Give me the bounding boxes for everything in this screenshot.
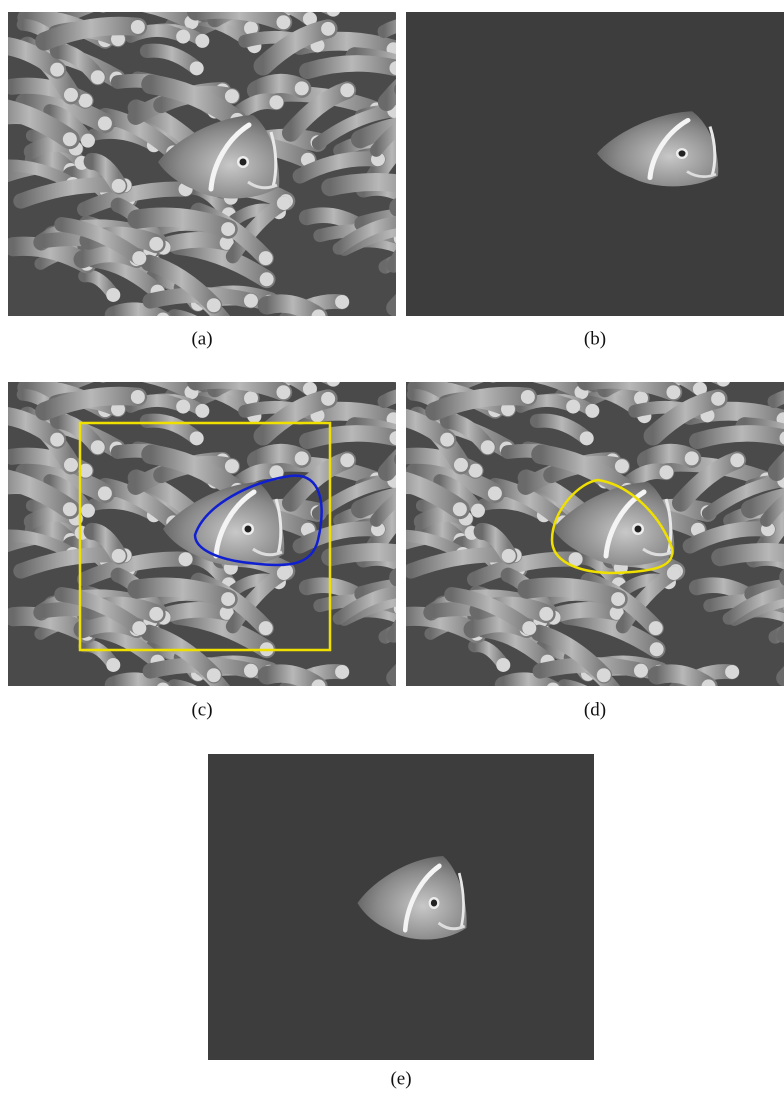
panel-b-image — [406, 12, 784, 316]
panel-d-image — [379, 356, 784, 724]
figure: (a) (b) (c) (d) (e) — [0, 0, 784, 1094]
caption: (a) — [191, 328, 212, 349]
caption: (e) — [390, 1068, 411, 1089]
caption: (b) — [584, 328, 606, 349]
caption: (c) — [191, 699, 212, 720]
panel-e-image — [208, 754, 594, 1060]
caption: (d) — [584, 699, 606, 720]
page: (a) (b) (c) (d) (e) (() => { const data … — [0, 0, 784, 1094]
